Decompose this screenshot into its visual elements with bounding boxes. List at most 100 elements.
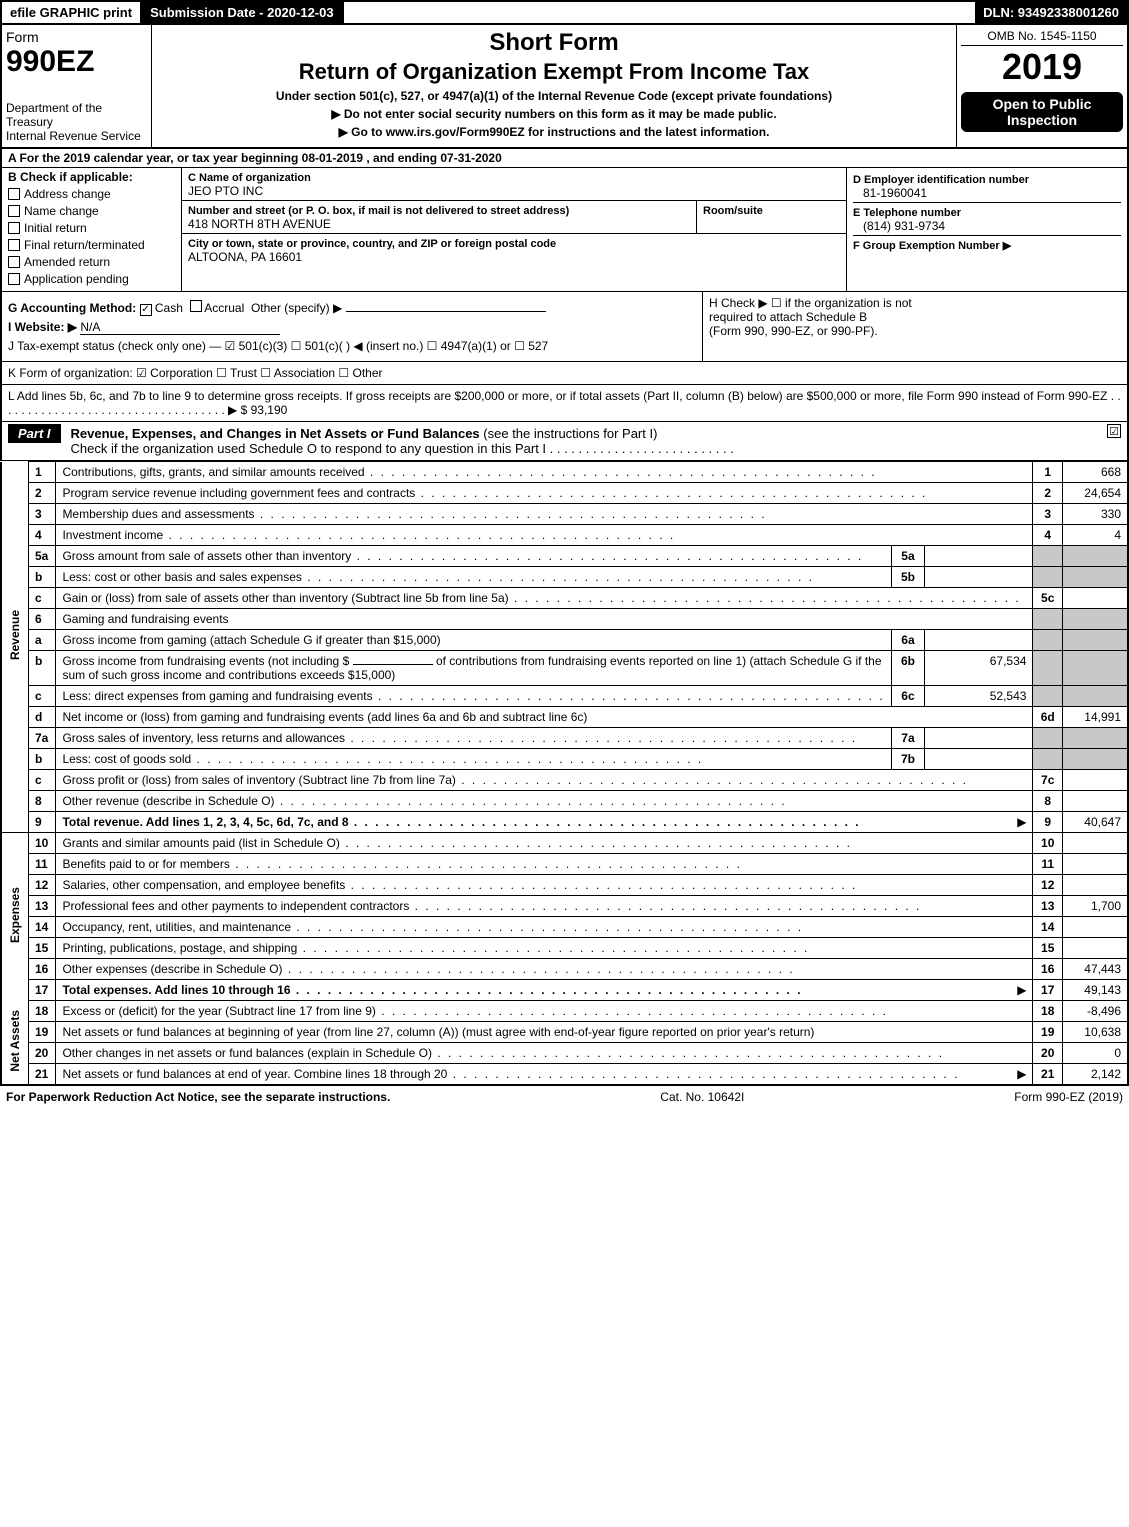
header-right: OMB No. 1545-1150 2019 Open to Public In… — [957, 25, 1127, 147]
ghij-block: G Accounting Method: ✓ Cash Accrual Othe… — [0, 292, 1129, 362]
row-15: 15 Printing, publications, postage, and … — [1, 938, 1128, 959]
subtitle-ssn-warning: ▶ Do not enter social security numbers o… — [160, 107, 948, 121]
chk-amended-return[interactable]: Amended return — [8, 255, 175, 269]
side-label-revenue: Revenue — [1, 462, 29, 812]
org-name-cell: C Name of organization JEO PTO INC — [182, 168, 846, 201]
checkbox-icon — [8, 273, 20, 285]
part-1-title: Revenue, Expenses, and Changes in Net As… — [71, 426, 480, 441]
row-11: 11 Benefits paid to or for members 11 — [1, 854, 1128, 875]
row-6c: c Less: direct expenses from gaming and … — [1, 686, 1128, 707]
footer-left: For Paperwork Reduction Act Notice, see … — [6, 1090, 390, 1104]
row-19: 19 Net assets or fund balances at beginn… — [1, 1022, 1128, 1043]
side-label-net-assets: Net Assets — [1, 1001, 29, 1086]
line-k: K Form of organization: ☑ Corporation ☐ … — [0, 362, 1129, 385]
return-title: Return of Organization Exempt From Incom… — [160, 59, 948, 85]
ein-value: 81-1960041 — [853, 186, 927, 200]
row-5a: 5a Gross amount from sale of assets othe… — [1, 546, 1128, 567]
line-h-3: (Form 990, 990-EZ, or 990-PF). — [709, 324, 1121, 338]
box-d: D Employer identification number 81-1960… — [853, 170, 1121, 203]
sched-o-checkbox[interactable]: ☑ — [1107, 424, 1121, 438]
line-l-text: L Add lines 5b, 6c, and 7b to line 9 to … — [8, 389, 1121, 417]
checkbox-icon — [8, 239, 20, 251]
row-7b: b Less: cost of goods sold 7b — [1, 749, 1128, 770]
line-g: G Accounting Method: ✓ Cash Accrual Othe… — [8, 300, 696, 316]
row-7a: 7a Gross sales of inventory, less return… — [1, 728, 1128, 749]
line-h-1: H Check ▶ ☐ if the organization is not — [709, 296, 1121, 310]
form-header: Form 990EZ Department of the Treasury In… — [0, 25, 1129, 149]
line-i: I Website: ▶ N/A — [8, 320, 696, 335]
row-18: Net Assets 18 Excess or (deficit) for th… — [1, 1001, 1128, 1022]
efile-print-label[interactable]: efile GRAPHIC print — [2, 2, 142, 23]
row-7c: c Gross profit or (loss) from sales of i… — [1, 770, 1128, 791]
part-1-title-block: Revenue, Expenses, and Changes in Net As… — [61, 424, 1101, 458]
street-label: Number and street (or P. O. box, if mail… — [188, 205, 569, 217]
box-def: D Employer identification number 81-1960… — [847, 168, 1127, 291]
city-cell: City or town, state or province, country… — [182, 234, 846, 266]
row-2: 2 Program service revenue including gove… — [1, 483, 1128, 504]
row-5b: b Less: cost or other basis and sales ex… — [1, 567, 1128, 588]
line-h: H Check ▶ ☐ if the organization is not r… — [702, 292, 1127, 361]
short-form-title: Short Form — [160, 29, 948, 57]
street-value: 418 NORTH 8TH AVENUE — [188, 217, 331, 231]
row-9: 9 Total revenue. Add lines 1, 2, 3, 4, 5… — [1, 812, 1128, 833]
row-14: 14 Occupancy, rent, utilities, and maint… — [1, 917, 1128, 938]
contrib-amount-underline[interactable] — [353, 664, 433, 665]
header-left: Form 990EZ Department of the Treasury In… — [2, 25, 152, 147]
top-bar: efile GRAPHIC print Submission Date - 20… — [0, 0, 1129, 25]
page-footer: For Paperwork Reduction Act Notice, see … — [0, 1086, 1129, 1108]
city-value: ALTOONA, PA 16601 — [188, 250, 302, 264]
tax-year: 2019 — [961, 46, 1123, 88]
line-l: L Add lines 5b, 6c, and 7b to line 9 to … — [0, 385, 1129, 422]
part-1-sched-o-line: Check if the organization used Schedule … — [71, 441, 734, 456]
box-e: E Telephone number (814) 931-9734 — [853, 203, 1121, 236]
line-l-value: $ 93,190 — [241, 403, 288, 417]
group-exemption-label: F Group Exemption Number ▶ — [853, 240, 1011, 252]
row-4: 4 Investment income 4 4 — [1, 525, 1128, 546]
line-a-tax-year: A For the 2019 calendar year, or tax yea… — [0, 149, 1129, 168]
row-8: 8 Other revenue (describe in Schedule O)… — [1, 791, 1128, 812]
dept-treasury: Department of the Treasury Internal Reve… — [6, 101, 147, 143]
chk-application-pending[interactable]: Application pending — [8, 272, 175, 286]
footer-right: Form 990-EZ (2019) — [1014, 1090, 1123, 1104]
gij-left: G Accounting Method: ✓ Cash Accrual Othe… — [2, 292, 702, 361]
chk-final-return[interactable]: Final return/terminated — [8, 238, 175, 252]
checkbox-icon — [8, 205, 20, 217]
row-12: 12 Salaries, other compensation, and emp… — [1, 875, 1128, 896]
dln-number: DLN: 93492338001260 — [975, 2, 1127, 23]
omb-number: OMB No. 1545-1150 — [961, 29, 1123, 46]
row-6a: a Gross income from gaming (attach Sched… — [1, 630, 1128, 651]
chk-initial-return[interactable]: Initial return — [8, 221, 175, 235]
row-16: 16 Other expenses (describe in Schedule … — [1, 959, 1128, 980]
row-6: 6 Gaming and fundraising events — [1, 609, 1128, 630]
row-3: 3 Membership dues and assessments 3 330 — [1, 504, 1128, 525]
box-b-label: B Check if applicable: — [8, 170, 175, 184]
line-h-2: required to attach Schedule B — [709, 310, 1121, 324]
street-row: Number and street (or P. O. box, if mail… — [182, 201, 846, 234]
line-j: J Tax-exempt status (check only one) — ☑… — [8, 339, 696, 353]
org-name-value: JEO PTO INC — [188, 184, 263, 198]
checkbox-icon — [8, 256, 20, 268]
row-17: 17 Total expenses. Add lines 10 through … — [1, 980, 1128, 1001]
open-to-public-badge: Open to Public Inspection — [961, 92, 1123, 132]
form-word: Form — [6, 29, 147, 45]
website-value: N/A — [80, 320, 280, 335]
ein-label: D Employer identification number — [853, 174, 1029, 186]
city-label: City or town, state or province, country… — [188, 238, 556, 250]
box-b: B Check if applicable: Address change Na… — [2, 168, 182, 291]
part-1-title-paren: (see the instructions for Part I) — [483, 426, 657, 441]
phone-value: (814) 931-9734 — [853, 219, 945, 233]
submission-date: Submission Date - 2020-12-03 — [142, 2, 344, 23]
row-21: 21 Net assets or fund balances at end of… — [1, 1064, 1128, 1086]
chk-name-change[interactable]: Name change — [8, 204, 175, 218]
chk-address-change[interactable]: Address change — [8, 187, 175, 201]
part-1-tag: Part I — [8, 424, 61, 443]
row-5c: c Gain or (loss) from sale of assets oth… — [1, 588, 1128, 609]
row-1: Revenue 1 Contributions, gifts, grants, … — [1, 462, 1128, 483]
box-f: F Group Exemption Number ▶ — [853, 236, 1121, 289]
row-6d: d Net income or (loss) from gaming and f… — [1, 707, 1128, 728]
header-center: Short Form Return of Organization Exempt… — [152, 25, 957, 147]
other-specify-underline[interactable] — [346, 311, 546, 312]
subtitle-instructions-link[interactable]: ▶ Go to www.irs.gov/Form990EZ for instru… — [160, 125, 948, 139]
subtitle-section: Under section 501(c), 527, or 4947(a)(1)… — [160, 89, 948, 103]
row-20: 20 Other changes in net assets or fund b… — [1, 1043, 1128, 1064]
